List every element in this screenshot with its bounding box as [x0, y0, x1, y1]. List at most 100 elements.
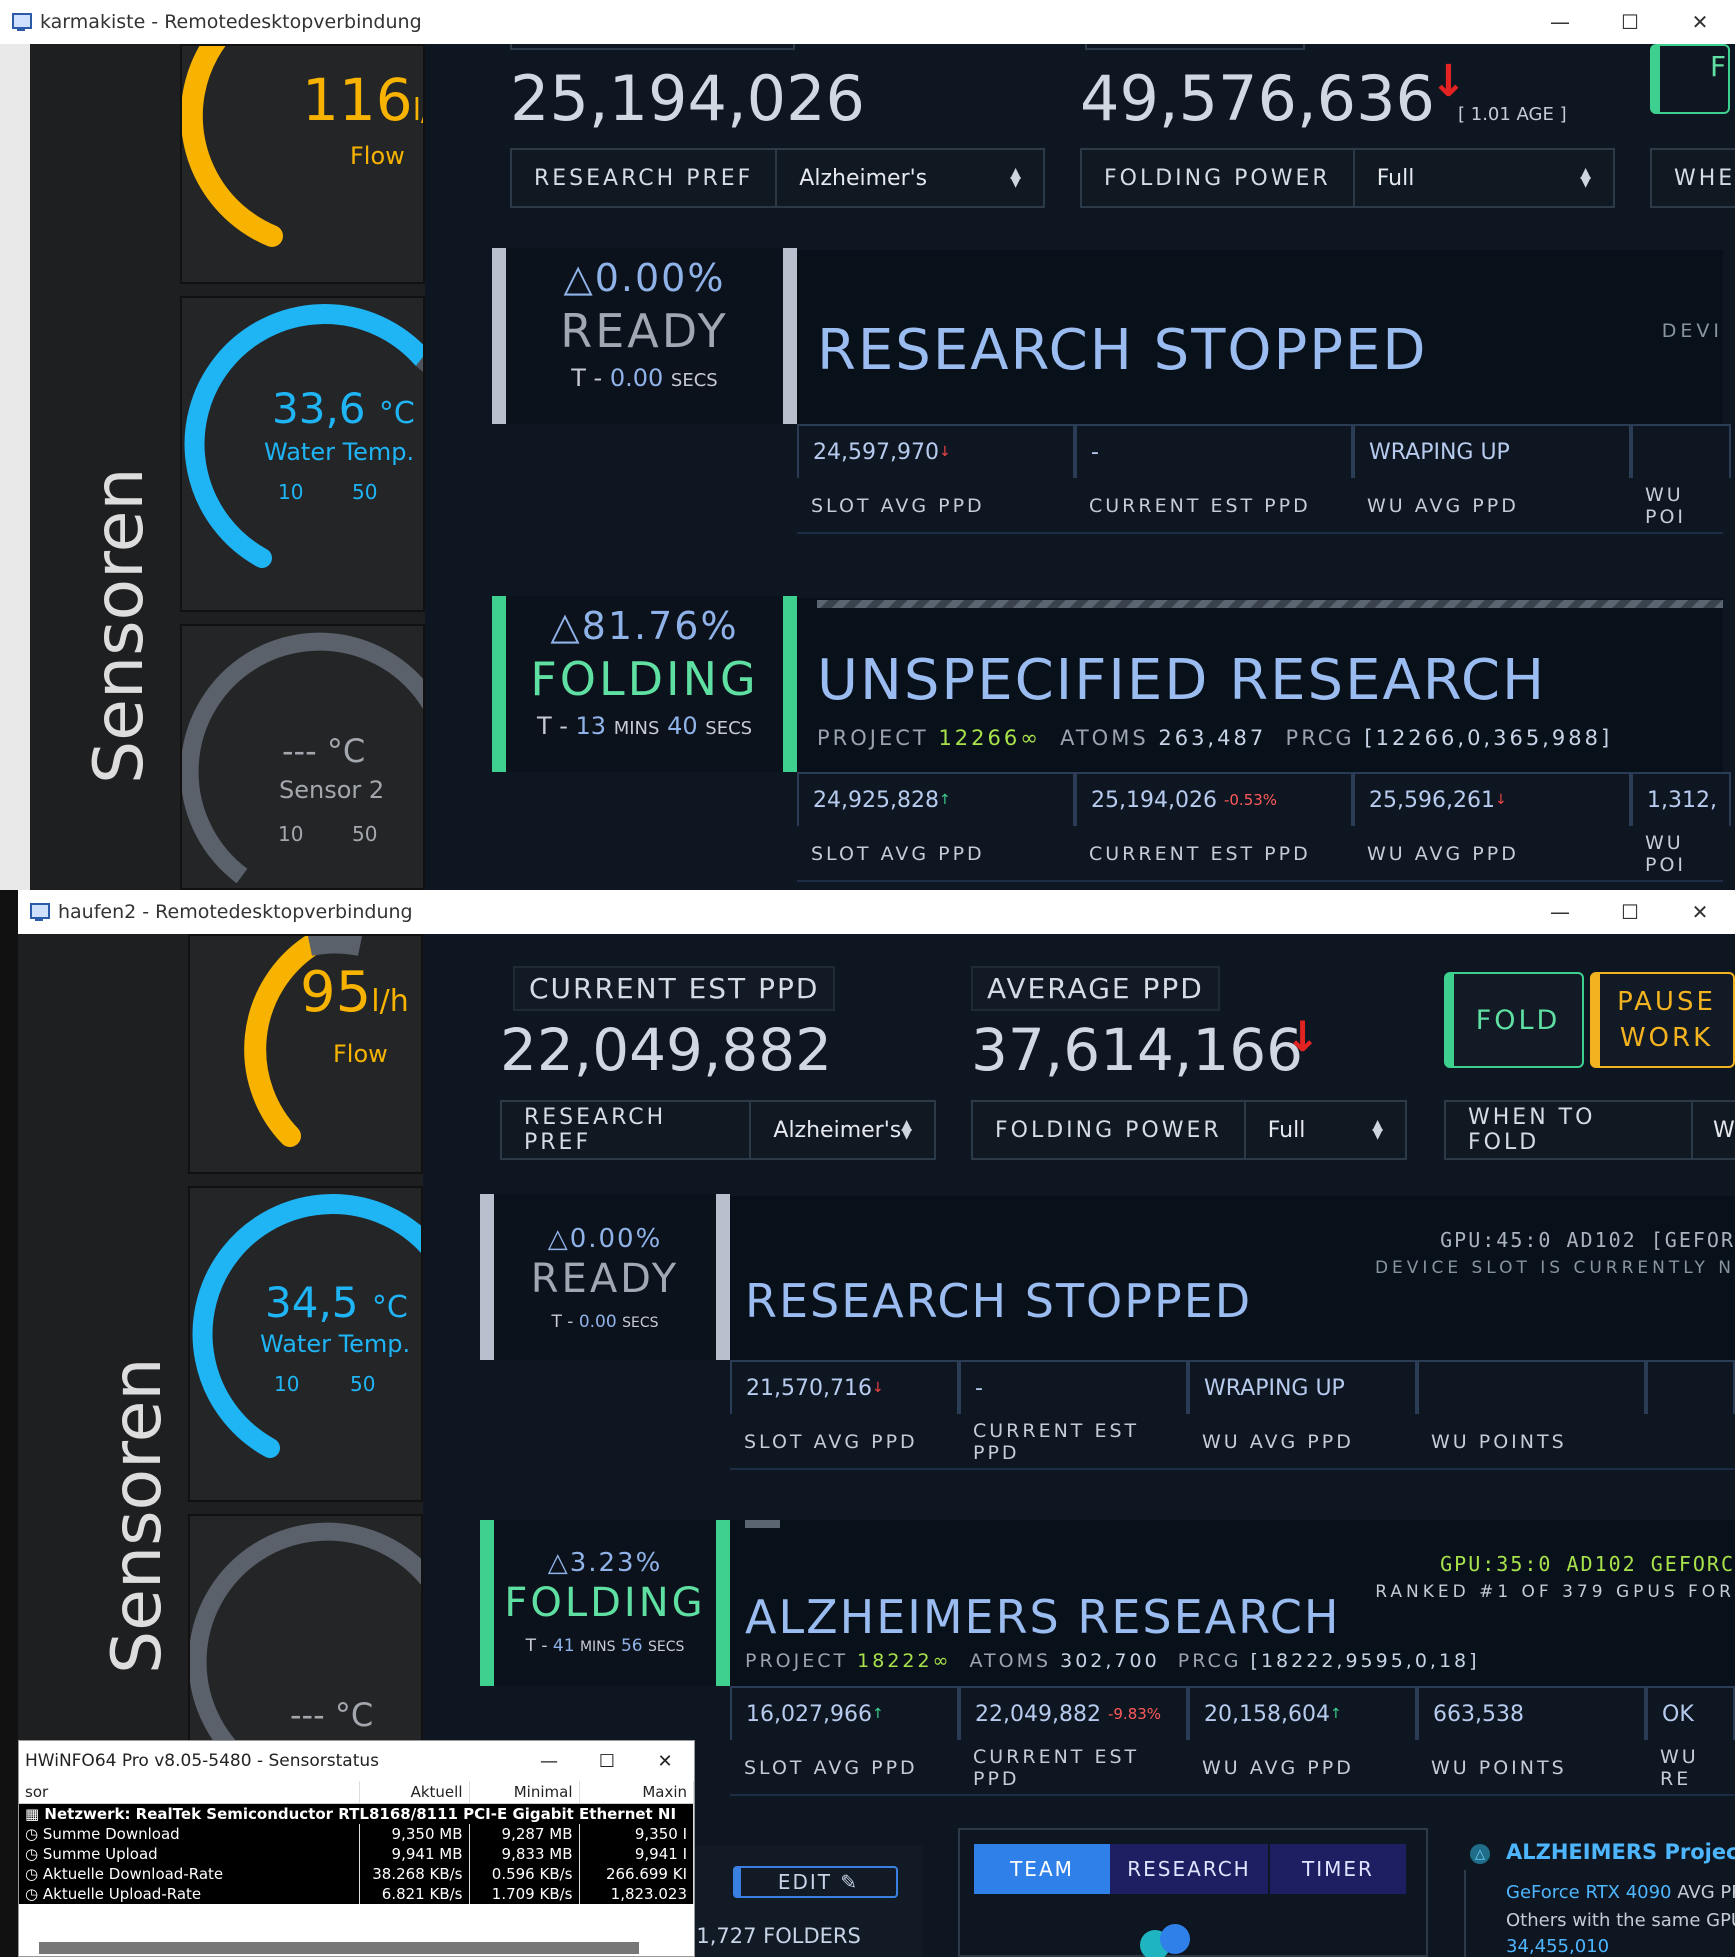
- prcg-value: [18222,9595,0,18]: [1250, 1650, 1480, 1672]
- col-max[interactable]: Maxin: [579, 1781, 694, 1804]
- slot1-stat-labels: SLOT AVG PPD CURRENT EST PPD WU AVG PPD …: [797, 480, 1723, 534]
- prcg-label: PRCG: [1177, 1650, 1242, 1672]
- minimize-button[interactable]: —: [1550, 900, 1570, 924]
- col-min[interactable]: Minimal: [469, 1781, 580, 1804]
- average-ppd-value: 37,614,166: [971, 1016, 1304, 1084]
- current-est-ppd: -: [1075, 424, 1353, 478]
- flow-label: Flow: [350, 142, 405, 170]
- wu-points: 1,312,: [1631, 772, 1731, 826]
- col-sensor[interactable]: sor: [19, 1781, 360, 1804]
- project-label: PROJECT: [745, 1650, 849, 1672]
- wu-avg-ppd: 20,158,604: [1204, 1701, 1330, 1727]
- slot-avg-ppd: 24,925,828: [813, 787, 939, 813]
- wu-points: 663,538: [1417, 1686, 1646, 1740]
- sensor-panel: Sensoren 116l/h Flow 33,6 °C Water Temp.…: [30, 44, 425, 890]
- maximize-button[interactable]: ☐: [1621, 900, 1639, 924]
- fold-button[interactable]: FOLD: [1444, 972, 1584, 1068]
- sensor2-tick-min: 10: [278, 822, 304, 846]
- slot-title: ALZHEIMERS RESEARCH: [745, 1590, 1341, 1644]
- row-current: 9,350 MB: [359, 1824, 470, 1844]
- current-est-ppd: 25,194,026: [1091, 787, 1217, 813]
- research-pref-select[interactable]: RESEARCH PREF Alzheimer's ▲ ▼: [500, 1100, 936, 1160]
- eta-seconds: 40: [667, 712, 698, 740]
- minimize-button[interactable]: —: [540, 1750, 558, 1772]
- when-to-fold-label: WHE: [1674, 165, 1735, 191]
- maximize-button[interactable]: ☐: [1621, 10, 1639, 34]
- updown-icon: ▲ ▼: [1580, 165, 1591, 190]
- project-number[interactable]: 12266: [938, 726, 1021, 750]
- others-ppd: 34,455,010: [1506, 1936, 1610, 1957]
- link-icon[interactable]: ∞: [1020, 726, 1041, 750]
- research-pref-select[interactable]: RESEARCH PREF Alzheimer's ▲ ▼: [510, 148, 1045, 208]
- table-row[interactable]: ◷ Summe Download 9,350 MB 9,287 MB 9,350…: [19, 1824, 694, 1844]
- slot1-stat-labels: SLOT AVG PPD CURRENT EST PPD WU AVG PPD …: [730, 1416, 1735, 1470]
- eta-unit: SECS: [670, 370, 718, 391]
- link-icon[interactable]: ∞: [932, 1650, 952, 1672]
- when-to-fold-select[interactable]: WHEN TO FOLD While us: [1444, 1100, 1735, 1160]
- close-button[interactable]: ✕: [1691, 10, 1709, 34]
- window-title: karmakiste - Remotedesktopverbindung: [40, 11, 422, 33]
- trend-down-icon: ↓: [1430, 56, 1467, 107]
- stat-label: SLOT AVG PPD: [744, 1431, 918, 1453]
- project-title[interactable]: ALZHEIMERS Project #18: [1506, 1840, 1735, 1864]
- table-row[interactable]: ◷ Aktuelle Download-Rate 38.268 KB/s 0.5…: [19, 1864, 694, 1884]
- stat-label: SLOT AVG PPD: [811, 843, 985, 865]
- tab-timer[interactable]: TIMER: [1270, 1844, 1406, 1894]
- eta-value: 0.00: [609, 364, 664, 392]
- current-ppd-value: 22,049,882: [500, 1016, 833, 1084]
- when-to-fold-select[interactable]: WHE: [1650, 148, 1735, 208]
- maximize-button[interactable]: ☐: [598, 1750, 616, 1772]
- row-current: 38.268 KB/s: [359, 1864, 470, 1884]
- title-bar-haufen2[interactable]: haufen2 - Remotedesktopverbindung — ☐ ✕: [18, 890, 1735, 934]
- tab-team[interactable]: TEAM: [974, 1844, 1110, 1894]
- flow-unit: l/h: [371, 984, 409, 1019]
- stat-label: WU AVG PPD: [1367, 843, 1519, 865]
- pause-work-button[interactable]: PAUSE WORK: [1590, 972, 1735, 1068]
- title-bar-karmakiste[interactable]: karmakiste - Remotedesktopverbindung — ☐…: [0, 0, 1735, 44]
- device-info: GPU:45:0 AD102 [GEFOR: [1440, 1228, 1735, 1252]
- row-name: Aktuelle Upload-Rate: [42, 1885, 202, 1903]
- row-name: Summe Download: [42, 1825, 180, 1843]
- wu-avg-ppd: WRAPING UP: [1353, 424, 1631, 478]
- fold-button[interactable]: F: [1650, 44, 1730, 114]
- atoms-value: 263,487: [1158, 726, 1267, 750]
- edit-button[interactable]: EDIT ✎: [733, 1866, 898, 1898]
- slot-status-ready: △0.00% READY T - 0.00 SECS: [492, 248, 797, 424]
- col-current[interactable]: Aktuell: [359, 1781, 470, 1804]
- minimize-button[interactable]: —: [1550, 10, 1570, 34]
- eta-prefix: T -: [551, 1312, 579, 1332]
- slot2-stats: 24,925,828 ↑ 25,194,026 -0.53% 25,596,261…: [797, 772, 1731, 826]
- table-row[interactable]: ◷ Summe Upload 9,941 MB 9,833 MB 9,941 I: [19, 1844, 694, 1864]
- arrow-down-icon: ↓: [1494, 792, 1507, 808]
- arrow-up-icon: ↑: [1329, 1706, 1342, 1722]
- project-number[interactable]: 18222: [857, 1650, 933, 1672]
- remote-desktop-icon: [28, 901, 50, 923]
- atoms-label: ATOMS: [969, 1650, 1052, 1672]
- eta-min-unit: MINS: [613, 718, 660, 739]
- folding-power-select[interactable]: FOLDING POWER Full ▲ ▼: [971, 1100, 1407, 1160]
- folding-power-value: Full: [1267, 1117, 1306, 1143]
- close-button[interactable]: ✕: [657, 1750, 673, 1772]
- row-name: Summe Upload: [42, 1845, 158, 1863]
- slot-avg-ppd: 16,027,966: [746, 1701, 872, 1727]
- close-button[interactable]: ✕: [1691, 900, 1709, 924]
- table-row-group[interactable]: ▦ Netzwerk: RealTek Semiconductor RTL816…: [19, 1803, 694, 1824]
- horizontal-scrollbar[interactable]: [39, 1942, 639, 1954]
- project-info-card: △ ALZHEIMERS Project #18 GeForce RTX 409…: [1448, 1828, 1735, 1957]
- water-temp-value: 34,5: [265, 1278, 359, 1327]
- tab-research[interactable]: RESEARCH: [1110, 1844, 1270, 1894]
- clock-icon: ◷: [25, 1845, 39, 1863]
- current-delta: -9.83%: [1107, 1705, 1162, 1723]
- hwinfo-title-bar[interactable]: HWiNFO64 Pro v8.05-5480 - Sensorstatus —…: [19, 1741, 694, 1781]
- sensor2-arc: [190, 1522, 421, 1762]
- row-min: 9,287 MB: [469, 1824, 580, 1844]
- stat-label: CURRENT EST PPD: [973, 1420, 1140, 1464]
- row-max: 266.699 KI: [579, 1864, 694, 1884]
- stat-label: CURRENT EST PPD: [973, 1746, 1140, 1790]
- row-max: 9,350 I: [579, 1824, 694, 1844]
- wu-status: OK: [1646, 1686, 1735, 1740]
- slot-status-folding: △3.23% FOLDING T - 41 MINS 56 SECS: [480, 1520, 730, 1686]
- folding-power-select[interactable]: FOLDING POWER Full ▲ ▼: [1080, 148, 1615, 208]
- water-tick-min: 10: [278, 480, 304, 504]
- table-row[interactable]: ◷ Aktuelle Upload-Rate 6.821 KB/s 1.709 …: [19, 1884, 694, 1904]
